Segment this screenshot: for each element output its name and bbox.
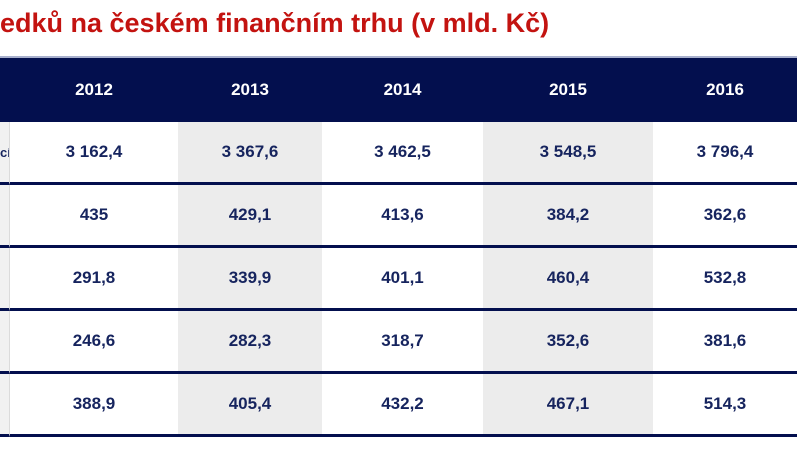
header-cell-2013: 2013 — [178, 56, 322, 122]
table-cell: 3 548,5 — [483, 122, 653, 185]
table-cell: 362,6 — [653, 185, 797, 248]
row-label — [0, 248, 10, 311]
table-cell: 460,4 — [483, 248, 653, 311]
table-cell: 318,7 — [322, 311, 483, 374]
table-cell: 282,3 — [178, 311, 322, 374]
table-cell: 3 796,4 — [653, 122, 797, 185]
table-cell: 514,3 — [653, 374, 797, 437]
table-cell: 435 — [10, 185, 178, 248]
table-cell: 384,2 — [483, 185, 653, 248]
header-cell-2014: 2014 — [322, 56, 483, 122]
header-cell-2012: 2012 — [10, 56, 178, 122]
row-label — [0, 374, 10, 437]
table-cell: 429,1 — [178, 185, 322, 248]
table-cell: 381,6 — [653, 311, 797, 374]
table-cell: 352,6 — [483, 311, 653, 374]
table-cell: 3 162,4 — [10, 122, 178, 185]
header-cell-2016: 2016 — [653, 56, 797, 122]
table-cell: 405,4 — [178, 374, 322, 437]
table-cell: 432,2 — [322, 374, 483, 437]
row-label-fragment: cí — [0, 122, 10, 185]
table-cell: 401,1 — [322, 248, 483, 311]
header-cell-2015: 2015 — [483, 56, 653, 122]
table-cell: 413,6 — [322, 185, 483, 248]
table-cell: 532,8 — [653, 248, 797, 311]
table-cell: 3 462,5 — [322, 122, 483, 185]
table-cell: 3 367,6 — [178, 122, 322, 185]
table-cell: 388,9 — [10, 374, 178, 437]
table-cell: 467,1 — [483, 374, 653, 437]
financial-table: 2012 2013 2014 2015 2016 cí 3 162,4 3 36… — [0, 56, 797, 437]
table-cell: 291,8 — [10, 248, 178, 311]
row-label — [0, 311, 10, 374]
header-cell-label-column — [0, 56, 10, 122]
table-cell: 339,9 — [178, 248, 322, 311]
slide-title: edků na českém finančním trhu (v mld. Kč… — [0, 8, 550, 38]
row-label — [0, 185, 10, 248]
table-cell: 246,6 — [10, 311, 178, 374]
